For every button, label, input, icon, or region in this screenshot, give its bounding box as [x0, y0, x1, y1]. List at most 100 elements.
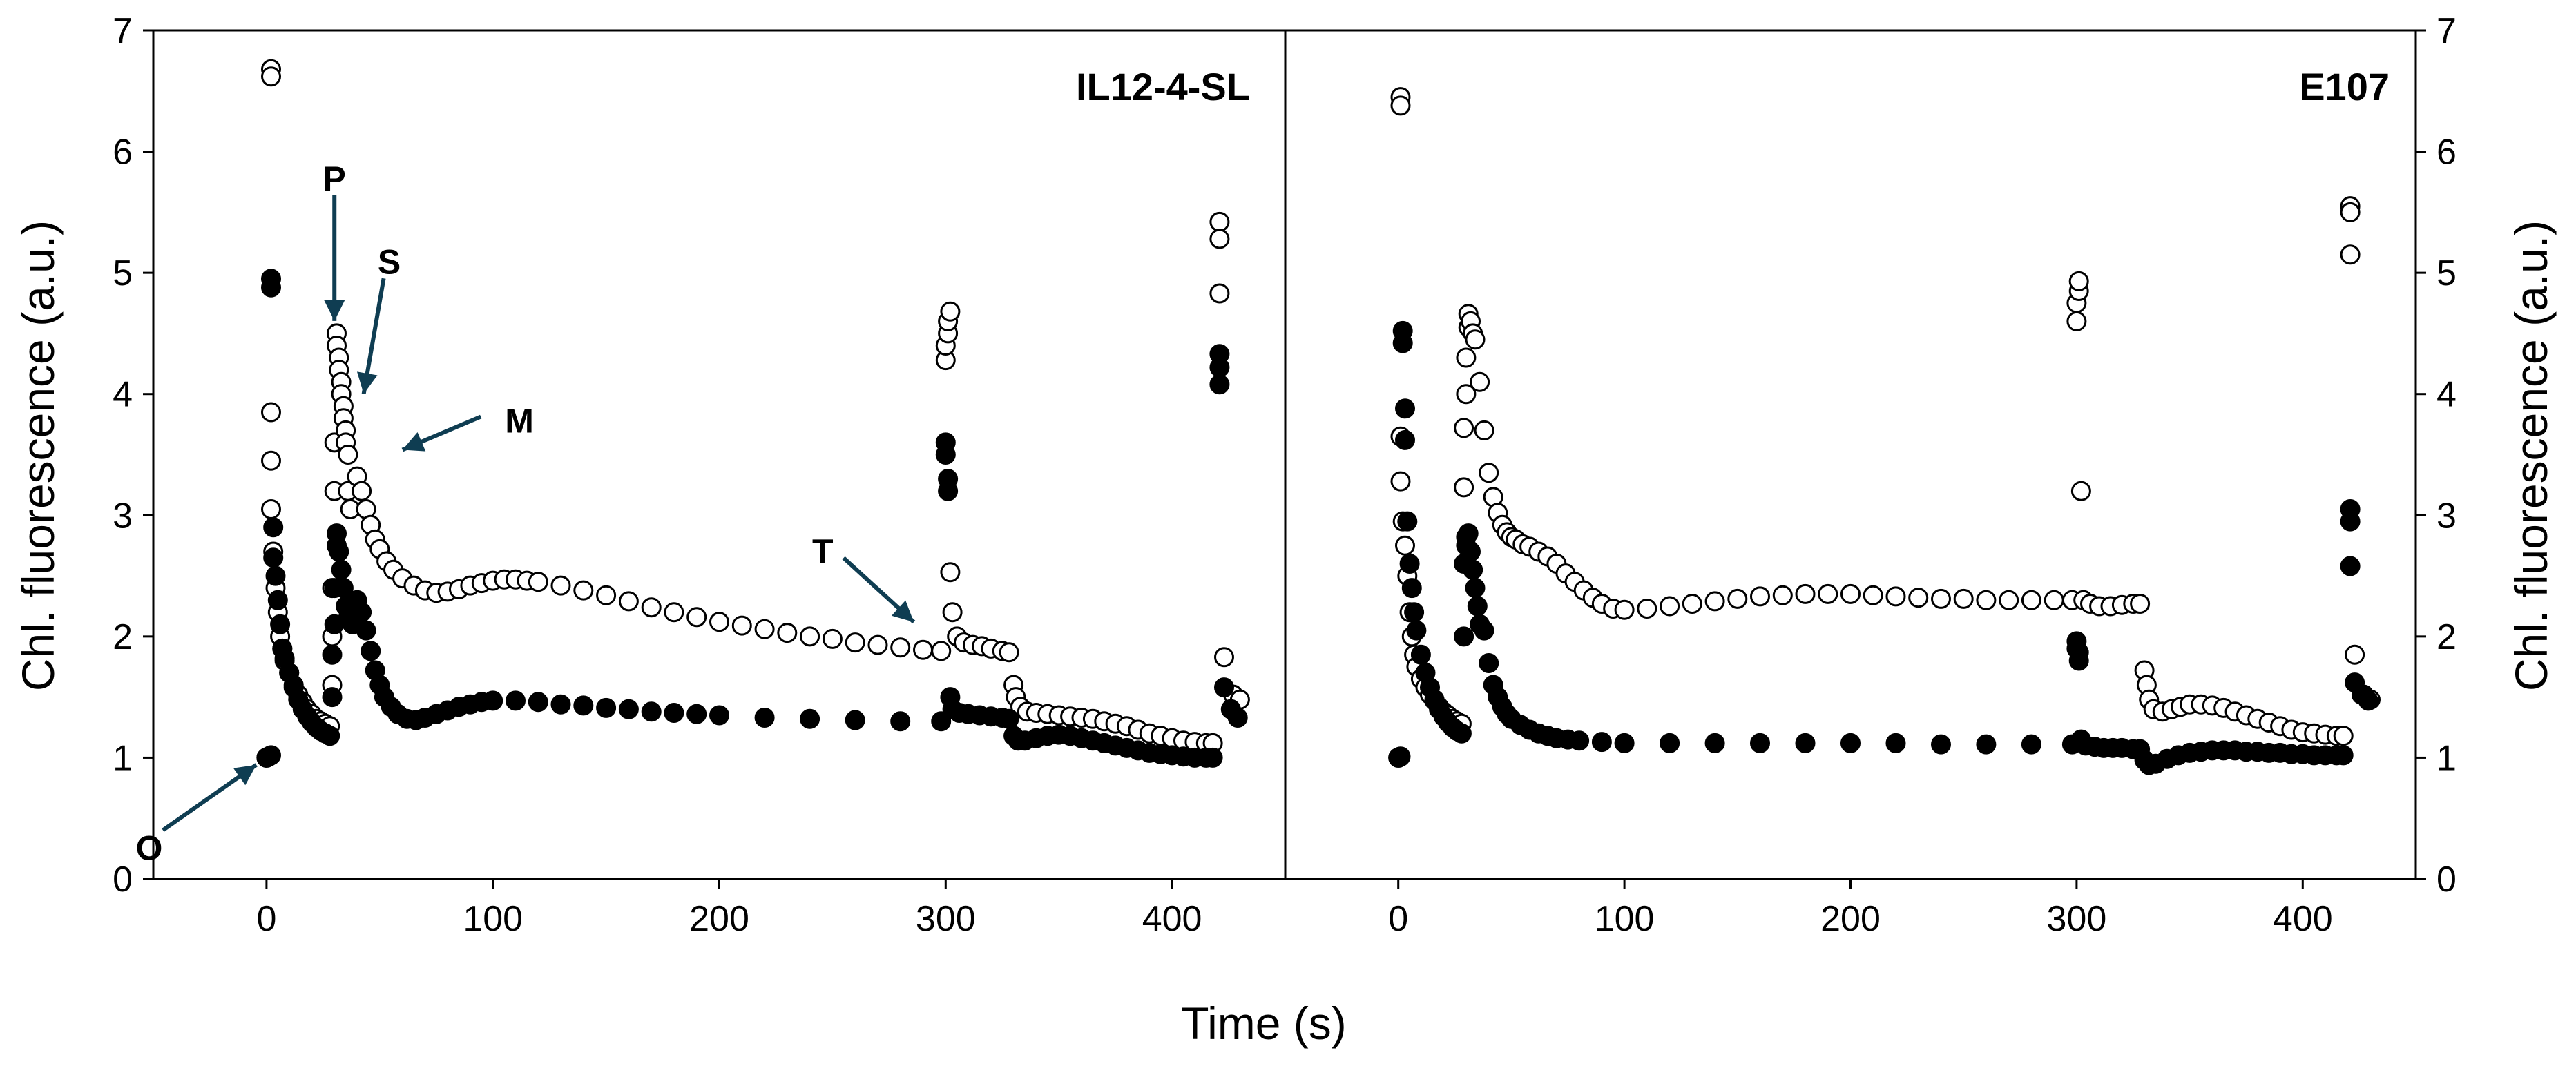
annotation-label-S: S [378, 242, 401, 281]
data-point-filled [1465, 578, 1486, 599]
data-point-open [1390, 471, 1411, 492]
data-point-filled [263, 547, 284, 568]
data-point-open [1390, 95, 1411, 116]
annotation-arrowhead-S [356, 371, 378, 394]
data-point-filled [1840, 733, 1861, 753]
data-point-filled [931, 711, 952, 732]
panel-title-left: IL12-4-SL [1076, 65, 1250, 108]
data-point-open [1772, 585, 1793, 605]
data-point-open [1637, 599, 1657, 619]
data-point-filled [573, 695, 594, 716]
data-point-filled [1451, 723, 1472, 744]
data-point-filled [267, 590, 288, 610]
data-point-open [2340, 202, 2361, 222]
data-point-open [1209, 283, 1230, 304]
data-point-open [1704, 591, 1725, 612]
data-point-filled [1209, 374, 1230, 395]
data-point-open [1885, 586, 1906, 607]
data-point-filled [261, 745, 281, 766]
data-point-open [2130, 594, 2151, 614]
data-point-filled [709, 705, 729, 726]
data-point-open [890, 637, 911, 658]
data-point-open [913, 639, 933, 660]
data-point-filled [800, 708, 820, 729]
y-tick-label-left: 5 [113, 253, 133, 293]
data-point-filled [1399, 554, 1420, 574]
annotation-label-M: M [505, 402, 534, 440]
data-point-open [1660, 596, 1680, 617]
panel-frame [152, 29, 2417, 880]
y-tick-label-left: 7 [113, 11, 133, 51]
data-point-filled [356, 620, 376, 641]
data-point-filled [1660, 733, 1680, 753]
data-point-filled [1931, 734, 1951, 755]
data-point-open [2340, 244, 2361, 265]
data-point-open [573, 580, 594, 601]
data-point-open [800, 626, 820, 647]
data-point-open [777, 623, 798, 643]
y-tick-label-left: 6 [113, 133, 133, 173]
data-point-open [1454, 477, 1474, 498]
data-point-filled [935, 445, 956, 465]
data-point-open [261, 499, 281, 519]
data-point-filled [686, 704, 707, 724]
x-tick-label: 0 [256, 899, 276, 939]
data-point-open [1999, 590, 2019, 610]
data-point-open [1976, 590, 1997, 610]
data-point-open [1953, 588, 1974, 609]
data-point-open [1454, 418, 1474, 438]
data-point-open [1456, 347, 1477, 368]
data-point-open [845, 632, 865, 653]
data-point-filled [265, 565, 286, 586]
y-axis-title-right: Chl. fluorescence (a.u.) [2506, 220, 2557, 691]
data-point-open [1750, 586, 1770, 607]
data-point-open [261, 66, 281, 87]
x-axis-title: Time (s) [1181, 998, 1347, 1049]
data-point-filled [2358, 690, 2378, 711]
data-point-open [1474, 420, 1494, 440]
data-point-filled [1704, 733, 1725, 753]
data-point-open [261, 450, 281, 471]
data-point-filled [1461, 541, 1481, 562]
data-point-open [940, 301, 961, 322]
points-layer [256, 59, 2381, 775]
data-point-filled [845, 710, 865, 730]
data-point-filled [506, 690, 526, 711]
data-point-open [1682, 594, 1702, 614]
data-point-filled [1227, 708, 1248, 728]
data-point-open [261, 402, 281, 423]
data-point-filled [596, 697, 617, 718]
data-point-filled [320, 726, 340, 746]
data-point-filled [329, 541, 349, 562]
data-point-filled [1406, 620, 1427, 641]
data-point-open [931, 641, 952, 661]
data-point-open [709, 612, 729, 632]
annotation-label-O: O [135, 828, 162, 867]
data-point-filled [1463, 559, 1483, 580]
x-tick-label: 300 [2047, 899, 2107, 939]
x-tick-label: 300 [916, 899, 976, 939]
data-point-filled [1591, 732, 1612, 753]
data-point-filled [2021, 734, 2041, 755]
y-tick-label-left: 0 [113, 860, 133, 900]
data-point-open [664, 602, 684, 623]
data-point-open [940, 562, 961, 583]
y-tick-label-left: 1 [113, 738, 133, 778]
data-point-filled [263, 517, 284, 538]
data-point-open [1908, 588, 1929, 608]
data-point-filled [1569, 730, 1590, 751]
data-point-open [1863, 585, 1883, 605]
y-tick-label-right: 7 [2436, 11, 2457, 51]
data-point-filled [1976, 734, 1997, 755]
data-point-open [596, 585, 617, 605]
data-point-open [338, 445, 358, 465]
data-point-open [1614, 599, 1635, 620]
data-point-filled [1209, 357, 1230, 378]
data-point-filled [261, 277, 281, 298]
x-tick-label: 100 [463, 899, 523, 939]
data-point-open [1931, 588, 1951, 609]
data-point-filled [361, 641, 381, 661]
y-tick-label-right: 1 [2436, 738, 2457, 778]
data-point-filled [1395, 429, 1415, 450]
